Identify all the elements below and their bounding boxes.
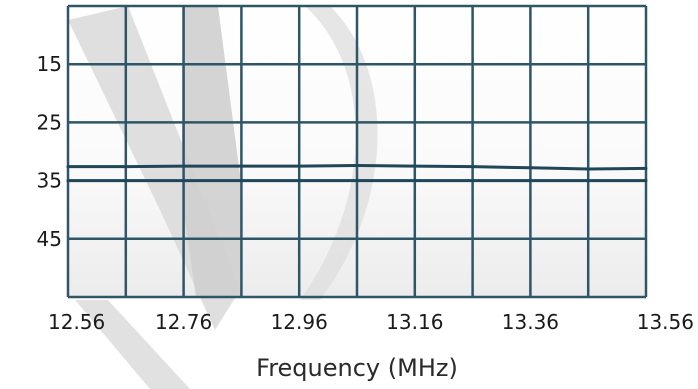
y-axis-ticks: 15 25 35 45 — [37, 52, 62, 251]
y-tick-label: 25 — [37, 110, 62, 134]
y-tick-label: 45 — [37, 227, 62, 251]
series-line-1 — [66, 164, 648, 171]
y-tick-label: 15 — [37, 52, 62, 76]
watermark-band — [182, 6, 240, 297]
x-tick-label: 13.36 — [502, 310, 559, 334]
x-tick-label: 12.76 — [155, 310, 212, 334]
watermark-lower-blade — [75, 300, 190, 389]
series-group — [66, 164, 648, 183]
x-tick-label: 12.96 — [271, 310, 328, 334]
x-axis-title: Frequency (MHz) — [256, 354, 458, 382]
x-tick-label: 13.56 — [637, 310, 694, 334]
x-tick-label: 13.16 — [386, 310, 443, 334]
x-axis-ticks: 12.56 12.76 12.96 13.16 13.36 13.56 — [48, 310, 694, 334]
x-tick-label: 12.56 — [48, 310, 105, 334]
y-tick-label: 35 — [37, 169, 62, 193]
